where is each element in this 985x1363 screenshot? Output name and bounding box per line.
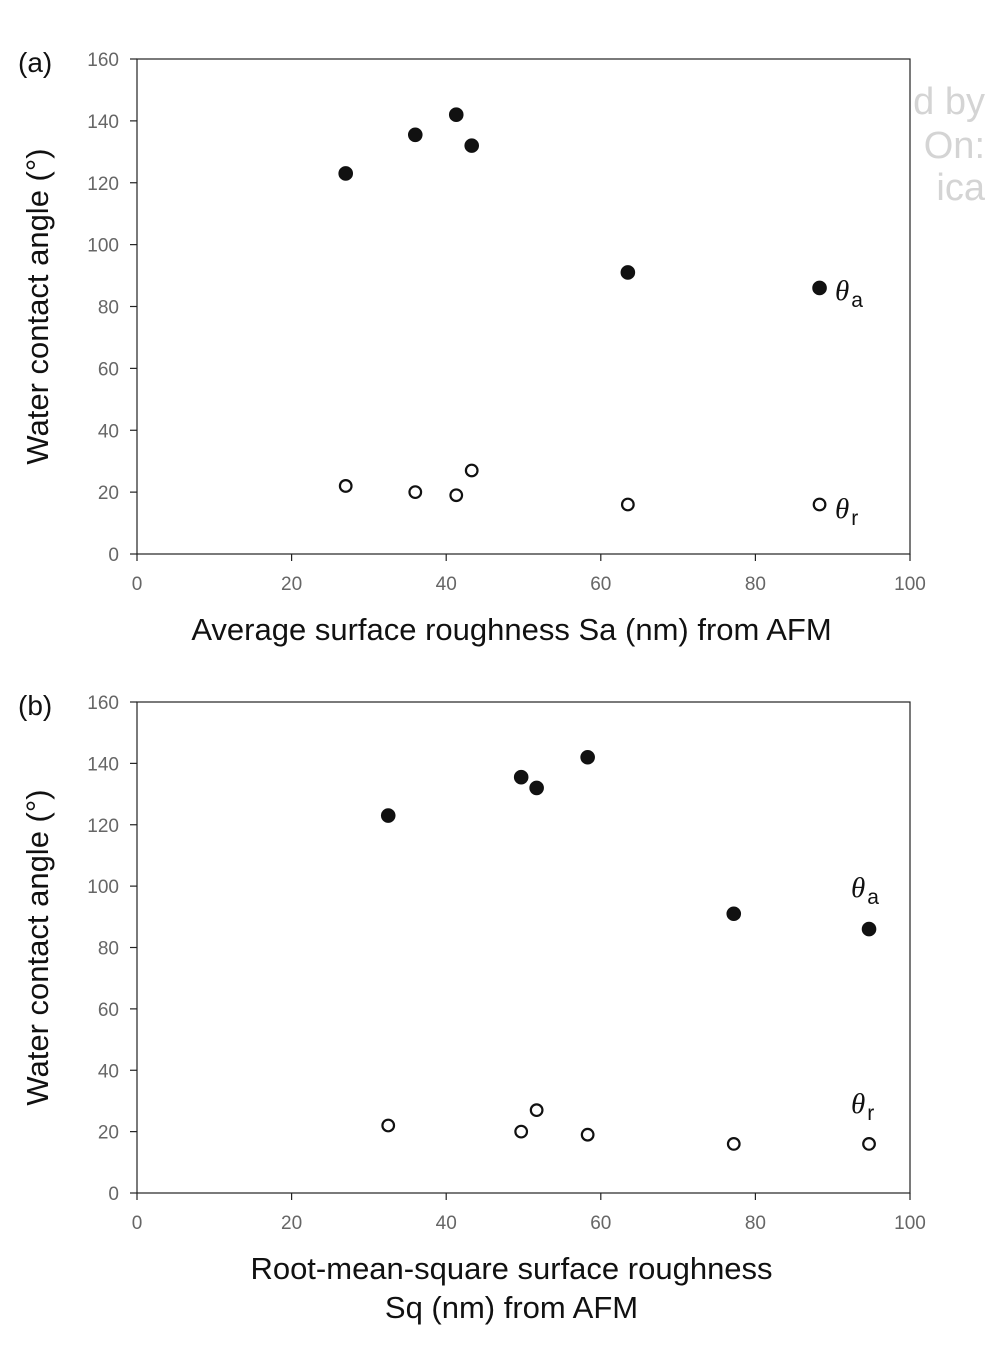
chart-a: 0 20 40 60 80 100 0 20 40 60 80 100 120 140 160 (a) Wate… bbox=[18, 47, 926, 647]
x-tick-label: 100 bbox=[894, 1213, 926, 1234]
plot-frame bbox=[136, 58, 911, 555]
receding-angle-point bbox=[812, 497, 827, 512]
x-axis-title: Average surface roughness Sa (nm) from A… bbox=[191, 612, 831, 647]
watermark-text: d by bbox=[913, 81, 985, 123]
series-symbol: θ bbox=[835, 275, 849, 307]
series-symbol: θ bbox=[835, 493, 849, 525]
x-tick-label: 0 bbox=[132, 1213, 143, 1234]
watermark-text: ica bbox=[936, 167, 985, 209]
receding-angle-point bbox=[580, 1127, 595, 1142]
series-symbol: θ bbox=[851, 1088, 865, 1120]
advancing-angle-point bbox=[812, 280, 827, 296]
receding-angle-point bbox=[408, 485, 423, 500]
x-tick-label: 60 bbox=[590, 574, 611, 595]
y-tick-label: 140 bbox=[87, 754, 119, 775]
advancing-angle-point bbox=[620, 265, 636, 280]
y-tick-label: 100 bbox=[87, 877, 119, 898]
y-tick-label: 140 bbox=[87, 112, 119, 133]
receding-angle-point bbox=[620, 497, 635, 512]
x-tick-label: 0 bbox=[132, 574, 143, 595]
y-axis-title: Water contact angle (°) bbox=[20, 789, 55, 1105]
receding-angle-point bbox=[381, 1118, 396, 1133]
y-tick-label: 80 bbox=[98, 298, 119, 319]
y-tick-label: 100 bbox=[87, 236, 119, 257]
series-subscript: a bbox=[867, 886, 879, 909]
receding-angle-point bbox=[514, 1124, 529, 1139]
x-axis-title: Root-mean-square surface roughness bbox=[250, 1251, 772, 1286]
series-subscript: r bbox=[867, 1102, 874, 1125]
series-label-advancing: θa bbox=[851, 872, 879, 909]
x-tick-label: 20 bbox=[281, 1213, 302, 1234]
advancing-angle-point bbox=[529, 780, 544, 796]
x-tick-label: 80 bbox=[745, 1213, 766, 1234]
advancing-angle-point bbox=[407, 127, 423, 143]
series-subscript: a bbox=[851, 289, 863, 312]
y-tick-label: 0 bbox=[108, 1184, 119, 1205]
y-tick-label: 120 bbox=[87, 816, 119, 837]
series-symbol: θ bbox=[851, 872, 865, 904]
y-axis-title: Water contact angle (°) bbox=[20, 148, 55, 464]
chart-b: 0 20 40 60 80 100 0 20 40 60 80 100 120 140 160 (b) Wate… bbox=[18, 690, 926, 1325]
y-tick-label: 0 bbox=[108, 545, 119, 566]
x-tick-label: 40 bbox=[436, 574, 457, 595]
advancing-angle-point bbox=[380, 808, 396, 823]
receding-angle-point bbox=[338, 479, 353, 493]
receding-angle-point bbox=[862, 1136, 876, 1151]
y-tick-label: 160 bbox=[87, 50, 119, 71]
y-tick-label: 160 bbox=[87, 693, 119, 714]
y-tick-label: 40 bbox=[98, 421, 119, 442]
advancing-angle-point bbox=[464, 138, 480, 153]
x-axis-title: Sq (nm) from AFM bbox=[385, 1290, 638, 1325]
y-tick-label: 20 bbox=[98, 1123, 119, 1144]
y-tick-label: 40 bbox=[98, 1061, 119, 1082]
x-tick-label: 80 bbox=[745, 574, 766, 595]
x-tick-label: 60 bbox=[590, 1213, 611, 1234]
advancing-angle-point bbox=[513, 769, 529, 785]
advancing-angle-point bbox=[580, 749, 595, 765]
y-tick-label: 20 bbox=[98, 483, 119, 504]
series-label-receding: θr bbox=[835, 493, 858, 530]
receding-angle-point bbox=[464, 463, 479, 478]
advancing-angle-point bbox=[861, 921, 877, 937]
y-tick-label: 60 bbox=[98, 359, 119, 380]
series-label-advancing: θa bbox=[835, 275, 863, 312]
advancing-angle-point bbox=[338, 166, 354, 181]
series-subscript: r bbox=[851, 507, 858, 530]
panel-label: (b) bbox=[18, 690, 52, 721]
watermark-text: On: bbox=[924, 125, 985, 167]
series-label-receding: θr bbox=[851, 1088, 874, 1125]
y-tick-label: 80 bbox=[98, 939, 119, 960]
y-tick-label: 120 bbox=[87, 174, 119, 195]
advancing-angle-point bbox=[448, 107, 464, 122]
panel-label: (a) bbox=[18, 47, 52, 78]
receding-angle-point bbox=[449, 488, 464, 503]
x-tick-label: 20 bbox=[281, 574, 302, 595]
receding-angle-point bbox=[726, 1136, 741, 1151]
x-tick-label: 100 bbox=[894, 574, 926, 595]
x-tick-label: 40 bbox=[436, 1213, 457, 1234]
advancing-angle-point bbox=[726, 906, 742, 922]
y-tick-label: 60 bbox=[98, 1000, 119, 1021]
receding-angle-point bbox=[529, 1103, 544, 1118]
